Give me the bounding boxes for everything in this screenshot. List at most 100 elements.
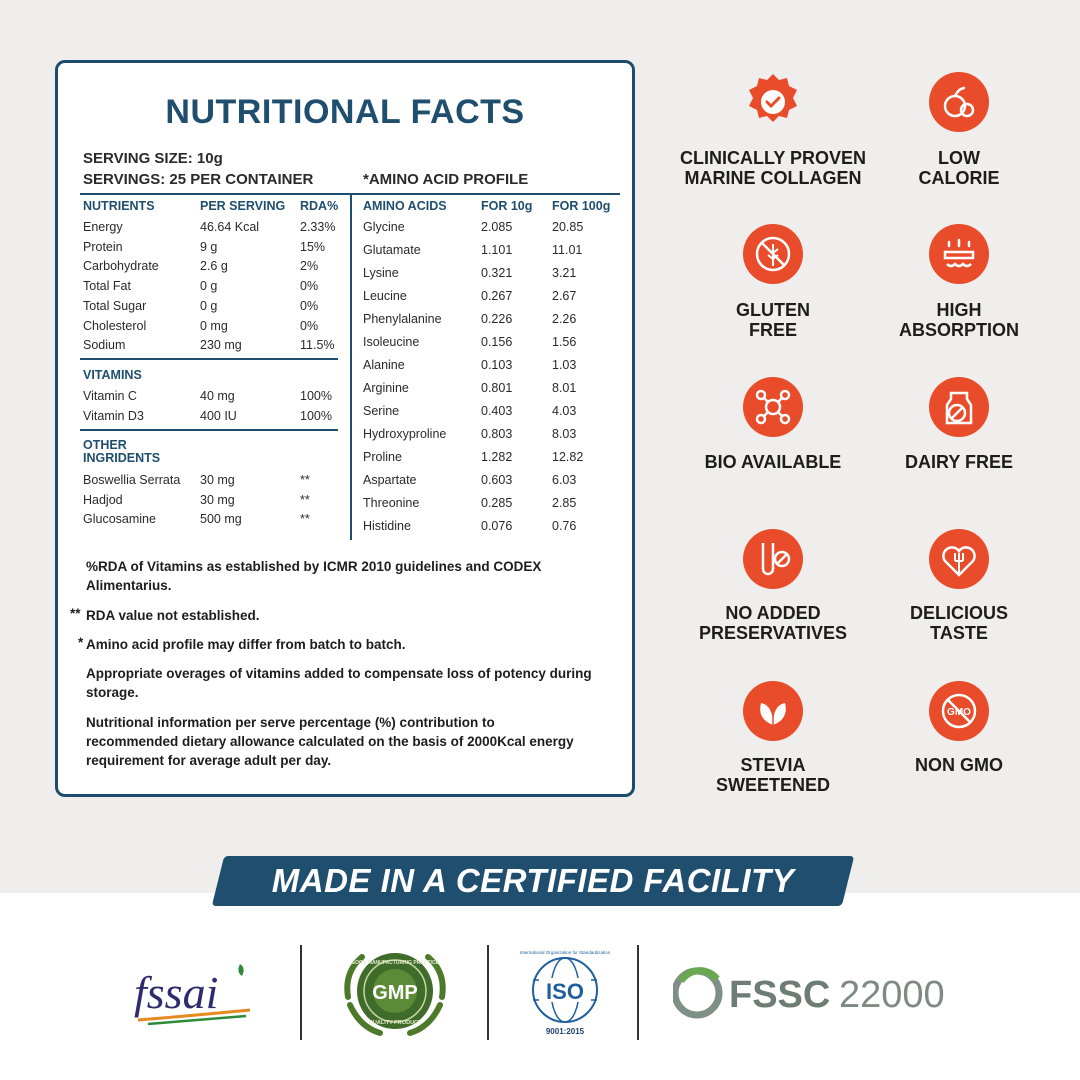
amino-row-rda: 8.03 — [552, 427, 577, 441]
feature-label-line-1: GLUTEN — [736, 300, 810, 320]
nutrient-row-value: 9 g — [200, 239, 218, 254]
nutrient-row-rda: 11.5% — [300, 338, 335, 353]
feature-label: DAIRY FREE — [849, 452, 1069, 472]
amino-row-rda: 11.01 — [552, 243, 583, 257]
amino-row-name: Isoleucine — [363, 335, 420, 349]
feature-label: DELICIOUS TASTE — [849, 603, 1069, 643]
amino-row-name: Histidine — [363, 519, 411, 533]
ingredient-row-rda: ** — [300, 473, 310, 487]
ingredient-row-name: Glucosamine — [83, 512, 156, 527]
feature-label-line-1: NO ADDED — [725, 603, 821, 623]
rda-header: RDA% — [300, 199, 339, 213]
energy-basis-note: Nutritional information per serve percen… — [86, 713, 574, 770]
vitamins-rule — [80, 358, 338, 360]
per-serving-header: PER SERVING — [200, 199, 286, 213]
amino-row-value: 0.076 — [481, 519, 513, 533]
vitamin-row-value: 400 IU — [200, 408, 237, 423]
nutrition-facts-panel: NUTRITIONAL FACTS SERVING SIZE: 10g SERV… — [55, 60, 635, 797]
amino-row-rda: 6.03 — [552, 473, 577, 487]
rda-note-line-2: Alimentarius. — [86, 578, 172, 593]
nutrient-row-value: 2.6 g — [200, 259, 228, 274]
amino-row-rda: 3.21 — [552, 266, 577, 280]
nutrient-row-name: Energy — [83, 220, 123, 234]
leaf-icon — [741, 679, 805, 743]
amino-row-rda: 4.03 — [552, 404, 577, 418]
iso-logo: ISO International Organization for Stand… — [515, 942, 615, 1042]
badge-check-icon — [741, 70, 805, 134]
feature-label-line-2: FREE — [748, 320, 797, 340]
ingredient-row-name: Boswellia Serrata — [83, 473, 181, 487]
feature-label: GLUTEN FREE — [663, 300, 883, 340]
nutrient-row-value: 0 g — [200, 298, 218, 313]
amino-row-rda: 1.56 — [552, 335, 577, 349]
gmp-ring-top-text: GOOD MANUFACTURING PRACTICE — [351, 960, 439, 966]
amino-row-name: Alanine — [363, 358, 405, 372]
amino-row-name: Arginine — [363, 381, 409, 395]
feature-label-line-1: DELICIOUS — [909, 603, 1008, 623]
logo-divider-1 — [300, 945, 302, 1040]
amino-row-value: 1.101 — [481, 243, 513, 257]
overage-note: Appropriate overages of vitamins added t… — [86, 664, 592, 702]
amino-row-value: 2.085 — [481, 220, 513, 234]
amino-row-name: Proline — [363, 450, 402, 464]
amino-acids-header: AMINO ACIDS — [363, 199, 447, 213]
other-header-line-1: OTHER — [83, 438, 127, 452]
vitamin-row-value: 40 mg — [200, 389, 235, 403]
vitamin-row-rda: 100% — [300, 389, 332, 403]
amino-row-rda: 0.76 — [552, 519, 577, 533]
feature-label-line-2: SWEETENED — [715, 775, 830, 795]
amino-row-rda: 2.26 — [552, 312, 577, 326]
nutrient-row-rda: 15% — [300, 239, 326, 254]
for-100g-header: FOR 100g — [552, 199, 611, 213]
amino-row-value: 0.267 — [481, 289, 513, 303]
nutrient-row-name: Total Fat — [83, 279, 131, 294]
absorption-icon — [927, 222, 991, 286]
amino-mark: * — [78, 635, 84, 650]
amino-row-rda: 2.67 — [552, 289, 577, 303]
energy-basis-line-2: recommended dietary allowance calculated… — [86, 734, 574, 749]
nutrient-row-rda: 2.33% — [300, 220, 336, 234]
nutrient-row-name: Sodium — [83, 338, 126, 353]
feature-label-line-2: ABSORPTION — [898, 320, 1019, 340]
test-tube-crossed-icon — [741, 527, 805, 591]
nutrient-row-name: Protein — [83, 239, 123, 254]
vitamin-row-rda: 100% — [300, 408, 332, 423]
fruit-icon — [927, 70, 991, 134]
overage-note-line-1: Appropriate overages of vitamins added t… — [86, 666, 592, 681]
feature-label-line-1: BIO AVAILABLE — [704, 452, 842, 472]
amino-row-value: 0.285 — [481, 496, 513, 510]
overage-note-line-2: storage. — [86, 685, 139, 700]
ingredient-row-name: Hadjod — [83, 492, 123, 507]
for-10g-header: FOR 10g — [481, 199, 533, 213]
other-rule — [80, 429, 338, 431]
amino-row-value: 0.103 — [481, 358, 513, 372]
feature-label: NO ADDED PRESERVATIVES — [663, 603, 883, 643]
wheat-crossed-icon — [741, 222, 805, 286]
milk-crossed-icon — [927, 375, 991, 439]
amino-row-rda: 20.85 — [552, 220, 584, 234]
ingredient-row-value: 30 mg — [200, 492, 235, 507]
fssai-wordmark: fssai — [134, 967, 218, 1018]
feature-label-line-2: MARINE COLLAGEN — [684, 168, 862, 188]
serving-size: SERVING SIZE: 10g — [83, 150, 223, 167]
amino-row-value: 0.403 — [481, 404, 513, 418]
amino-row-value: 0.321 — [481, 266, 513, 280]
column-divider — [350, 193, 352, 540]
rda-not-established-note: RDA value not established. — [86, 608, 260, 623]
feature-label-line-2: PRESERVATIVES — [698, 623, 848, 643]
feature-label: STEVIA SWEETENED — [663, 755, 883, 795]
nutrient-row-rda: 0% — [300, 318, 319, 333]
amino-row-rda: 12.82 — [552, 450, 584, 464]
fssc-number: 22000 — [839, 974, 945, 1016]
feature-label: LOW CALORIE — [849, 148, 1069, 188]
fssc-logo: FSSC 22000 — [671, 965, 963, 1021]
feature-label: BIO AVAILABLE — [663, 452, 883, 472]
gmp-ring-bottom-text: QUALITY PRODUCT — [369, 1020, 422, 1026]
amino-row-rda: 8.01 — [552, 381, 577, 395]
nutrient-row-value: 230 mg — [200, 338, 242, 353]
amino-row-name: Aspartate — [363, 473, 417, 487]
feature-label-line-1: CLINICALLY PROVEN — [679, 148, 867, 168]
feature-label: CLINICALLY PROVEN MARINE COLLAGEN — [663, 148, 883, 188]
gmp-text: GMP — [372, 982, 418, 1004]
amino-row-name: Threonine — [363, 496, 420, 510]
